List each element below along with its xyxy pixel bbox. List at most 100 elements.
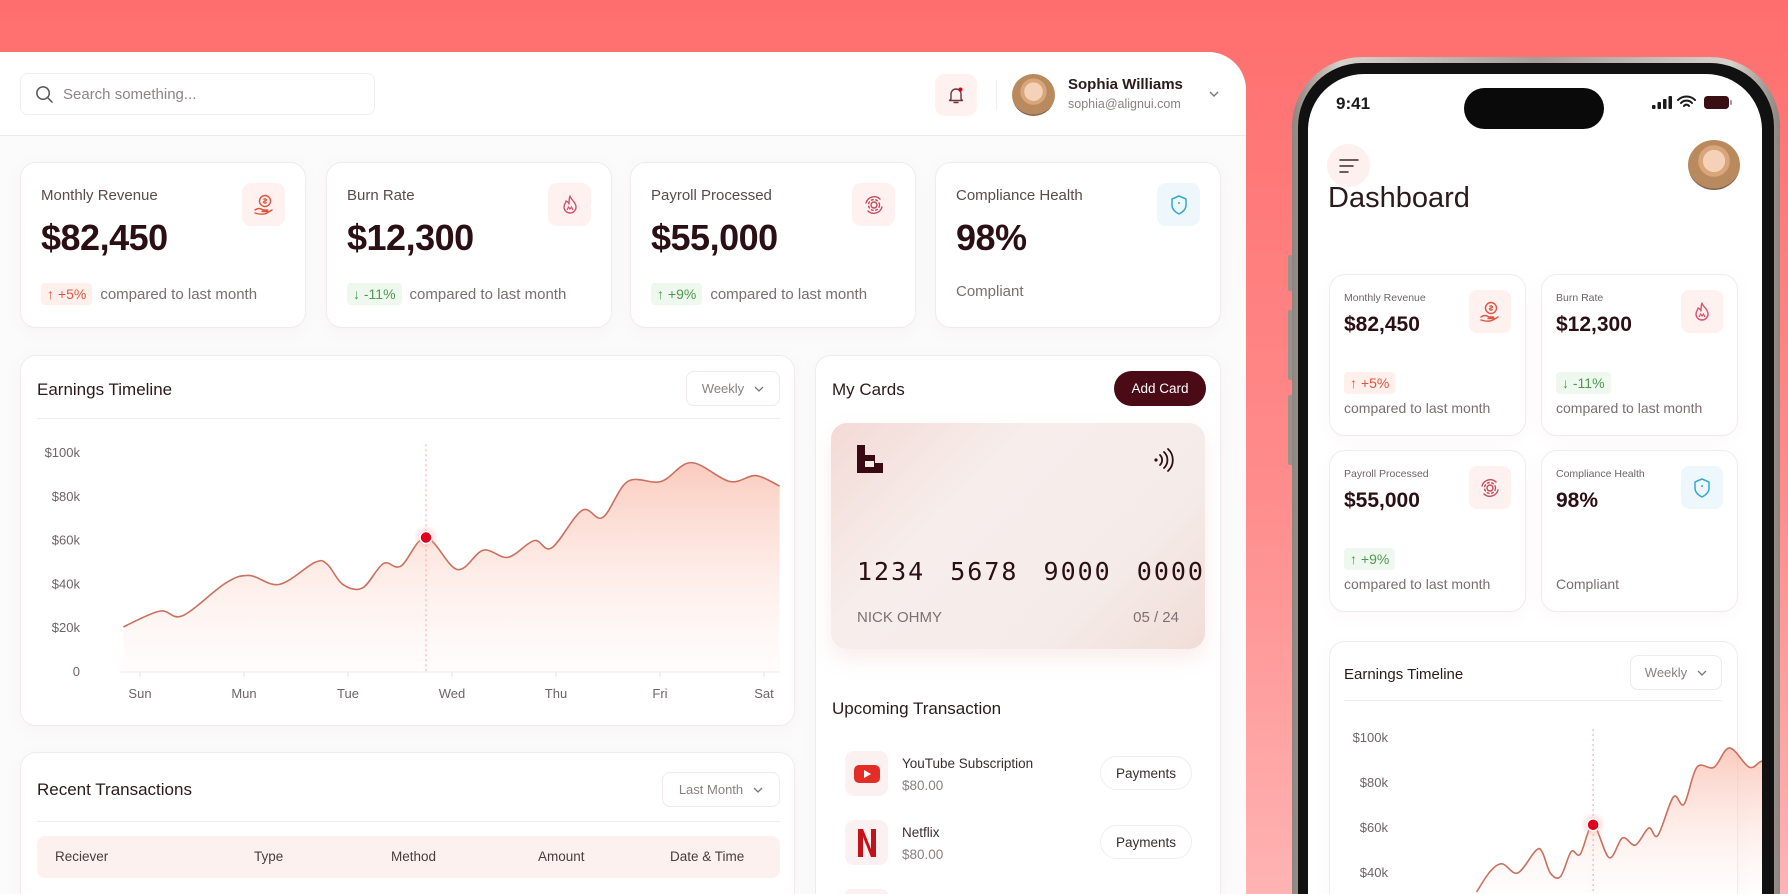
search-box[interactable] [20, 73, 375, 115]
stat-note: compared to last month [1556, 400, 1703, 416]
search-input[interactable] [63, 85, 353, 103]
payments-button[interactable]: Payments [1100, 825, 1192, 859]
phone-user-avatar[interactable] [1688, 140, 1740, 190]
column-amount[interactable]: Amount [538, 849, 585, 864]
payments-button[interactable]: Payments [1100, 756, 1192, 790]
column-reciever[interactable]: Reciever [55, 849, 109, 864]
stat-value: $12,300 [1556, 313, 1632, 336]
change-badge: ↓ -11% [347, 283, 402, 305]
stat-note: compared to last month [1344, 576, 1491, 592]
stat-card: Burn Rate $12,300 ↓ -11% compared to last… [326, 162, 612, 328]
signal-icon [1652, 96, 1672, 109]
x-tick-label: Tue [337, 686, 359, 701]
credit-card[interactable]: 1234 5678 9000 0000 NICK OHMY 05 / 24 [831, 423, 1205, 649]
divider [37, 821, 780, 822]
stat-note: compared to last month [1344, 400, 1491, 416]
stat-label: Burn Rate [347, 187, 415, 204]
x-tick-label: Mun [231, 686, 256, 701]
menu-icon [1338, 158, 1359, 173]
stat-card: Monthly Revenue $82,450 ↑ +5% compared to… [20, 162, 306, 328]
x-tick-label: Sat [754, 686, 774, 701]
add-card-button[interactable]: Add Card [1114, 371, 1206, 406]
phone-stat-card: Burn Rate $12,300 ↓ -11% compared to las… [1541, 274, 1738, 436]
chevron-down-icon [754, 386, 764, 392]
card-number: 1234 5678 9000 0000 [857, 557, 1205, 586]
phone-stat-card: Monthly Revenue $82,450 ↑ +5% compared t… [1329, 274, 1526, 436]
y-tick-label: $60k [1360, 820, 1389, 835]
x-tick-label: Sun [128, 686, 151, 701]
y-tick-label: $40k [1360, 865, 1389, 880]
phone-earnings-title: Earnings Timeline [1344, 666, 1464, 683]
stat-value: 98% [1556, 489, 1599, 512]
x-tick-label: Thu [545, 686, 567, 701]
y-tick-label: $100k [1353, 730, 1389, 745]
x-tick-label: Wed [439, 686, 466, 701]
phone-period-dropdown[interactable]: Weekly [1630, 655, 1722, 690]
stat-note: compared to last month [409, 285, 567, 303]
column-date-time[interactable]: Date & Time [670, 849, 745, 864]
user-name: Sophia Williams [1068, 76, 1183, 93]
change-badge: ↑ +9% [651, 283, 703, 305]
change-badge: ↑ +5% [1344, 372, 1396, 394]
upcoming-transaction-title: Upcoming Transaction [832, 699, 1002, 718]
earnings-title: Earnings Timeline [37, 380, 173, 399]
battery-icon [1704, 96, 1732, 109]
chevron-down-icon[interactable] [1208, 89, 1220, 99]
y-tick-label: 0 [73, 664, 80, 679]
phone-stat-card: Payroll Processed $55,000 ↑ +9% compared… [1329, 450, 1526, 612]
phone-screen: 9:41 Dashboard Monthly Revenue $82,450 ↑… [1308, 74, 1762, 894]
shield-icon [1681, 466, 1723, 509]
phone-stat-card: Compliance Health 98% Compliant [1541, 450, 1738, 612]
search-icon [36, 85, 53, 103]
upcoming-amount: $80.00 [902, 847, 944, 862]
notifications-button[interactable] [935, 74, 977, 116]
card-expiry: 05 / 24 [1133, 609, 1179, 626]
y-tick-label: $80k [52, 489, 81, 504]
column-type[interactable]: Type [254, 849, 284, 864]
stat-value: $82,450 [1344, 313, 1420, 336]
period-dropdown[interactable]: Weekly [686, 371, 780, 406]
youtube-icon [845, 751, 888, 796]
highlight-point [419, 530, 433, 545]
dynamic-island [1464, 88, 1604, 129]
y-tick-label: $40k [52, 576, 81, 591]
stat-label: Compliance Health [1556, 468, 1645, 480]
top-bar: Sophia Williams sophia@alignui.com [0, 52, 1246, 136]
phone-side-button [1288, 255, 1293, 291]
column-method[interactable]: Method [391, 849, 437, 864]
table-header: Reciever Type Method Amount Date & Time [37, 836, 780, 878]
user-avatar[interactable] [1012, 74, 1055, 116]
highlight-point [1586, 818, 1600, 832]
area-fill [1476, 747, 1762, 892]
gear-cycle-icon [852, 183, 895, 226]
y-tick-label: $20k [52, 620, 81, 635]
gear-cycle-icon [1469, 466, 1511, 509]
stat-label: Monthly Revenue [41, 187, 158, 204]
stat-note: compared to last month [100, 285, 258, 303]
stat-value: $12,300 [347, 217, 474, 258]
stat-footer: ↓ -11% compared to last month [347, 283, 566, 305]
flame-icon [1681, 290, 1723, 333]
stat-footer: Compliant [956, 283, 1024, 300]
stat-note: Compliant [1556, 576, 1620, 592]
stat-footer: ↑ +5% compared to last month [41, 283, 257, 305]
card-holder: NICK OHMY [857, 609, 943, 626]
period-value: Weekly [1644, 665, 1688, 680]
flame-icon [548, 183, 591, 226]
stat-card: Compliance Health 98% Compliant [935, 162, 1221, 328]
dashboard-panel: Sophia Williams sophia@alignui.com Month… [0, 52, 1246, 894]
contactless-icon [1154, 448, 1174, 472]
menu-button[interactable] [1327, 144, 1370, 187]
stat-label: Compliance Health [956, 187, 1083, 204]
divider [37, 418, 780, 419]
stat-value: $55,000 [1344, 489, 1420, 512]
chevron-down-icon [753, 787, 763, 793]
series-line [1475, 747, 1762, 893]
change-badge: ↑ +9% [1344, 548, 1396, 570]
dollar-hand-icon [1469, 290, 1511, 333]
divider [1344, 700, 1722, 701]
user-email: sophia@alignui.com [1068, 97, 1181, 111]
transactions-period-dropdown[interactable]: Last Month [662, 772, 780, 807]
phone-earnings-chart: $100k $80k $60k $40k [1353, 729, 1762, 893]
my-cards-title: My Cards [832, 380, 905, 399]
